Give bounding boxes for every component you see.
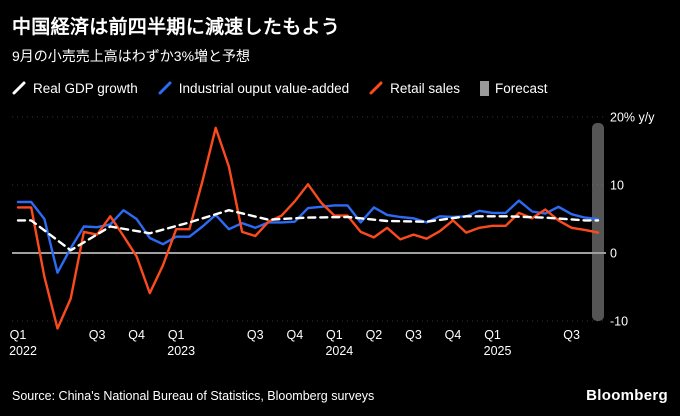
x-axis-year-label: 2022 — [9, 344, 37, 357]
x-axis-label: Q3 — [89, 328, 106, 342]
x-axis-label: Q4 — [286, 328, 303, 342]
forecast-bar — [592, 123, 604, 321]
legend-label: Retail sales — [390, 80, 460, 96]
chart-legend: Real GDP growth Industrial ouput value-a… — [12, 79, 668, 97]
y-axis-label: -10 — [610, 315, 628, 329]
series-line-real-gdp-growth — [16, 208, 600, 252]
line-chart: 20% y/y 10 0 -10 Q1 2022 Q3 Q4 Q1 2023 Q3 Q4 Q1 2024 Q… — [9, 111, 655, 359]
x-axis-label: Q1 — [326, 328, 343, 342]
y-axis-label: 10 — [610, 179, 624, 193]
x-axis-label: Q4 — [128, 328, 145, 342]
bloomberg-logo: Bloomberg — [586, 387, 668, 404]
gdp-line-swatch-icon — [12, 81, 26, 94]
legend-item-industrial-output: Industrial ouput value-added — [158, 81, 349, 96]
legend-item-real-gdp-growth: Real GDP growth — [12, 81, 138, 96]
y-axis-label: 20% y/y — [610, 111, 655, 125]
series-line-retail-sales — [16, 126, 600, 330]
chart-footer: Source: China's National Bureau of Stati… — [12, 387, 668, 404]
y-axis-label: 0 — [610, 247, 617, 261]
x-axis-label: Q1 — [10, 328, 27, 342]
x-axis-year-label: 2023 — [167, 344, 195, 357]
x-axis-label: Q3 — [405, 328, 422, 342]
x-axis-label: Q3 — [563, 328, 580, 342]
chart-header: 中国経済は前四半期に減速したもよう 9月の小売売上高はわずか3%増と予想 — [12, 16, 668, 65]
x-axis-label: Q4 — [445, 328, 462, 342]
legend-item-retail-sales: Retail sales — [369, 81, 460, 96]
x-axis-label: Q3 — [247, 328, 264, 342]
industrial-line-swatch-icon — [158, 81, 172, 94]
series-line-industrial-ouput-value-added — [16, 199, 600, 274]
x-axis-label: Q1 — [484, 328, 501, 342]
retail-line-swatch-icon — [369, 81, 383, 94]
legend-item-forecast: Forecast — [479, 80, 548, 96]
legend-label: Industrial ouput value-added — [178, 80, 350, 96]
x-axis-label: Q1 — [168, 328, 185, 342]
source-text: Source: China's National Bureau of Stati… — [12, 388, 375, 403]
x-axis-label: Q2 — [366, 328, 383, 342]
legend-label: Real GDP growth — [33, 80, 138, 96]
chart-subtitle: 9月の小売売上高はわずか3%増と予想 — [12, 48, 251, 64]
forecast-swatch — [479, 80, 489, 96]
chart-area: 20% y/y 10 0 -10 Q1 2022 Q3 Q4 Q1 2023 Q3 Q4 Q1 2024 Q… — [0, 99, 680, 359]
legend-label: Forecast — [494, 80, 548, 96]
x-axis-year-label: 2025 — [484, 344, 512, 357]
chart-title: 中国経済は前四半期に減速したもよう — [12, 17, 341, 38]
x-axis-year-label: 2024 — [325, 344, 353, 357]
